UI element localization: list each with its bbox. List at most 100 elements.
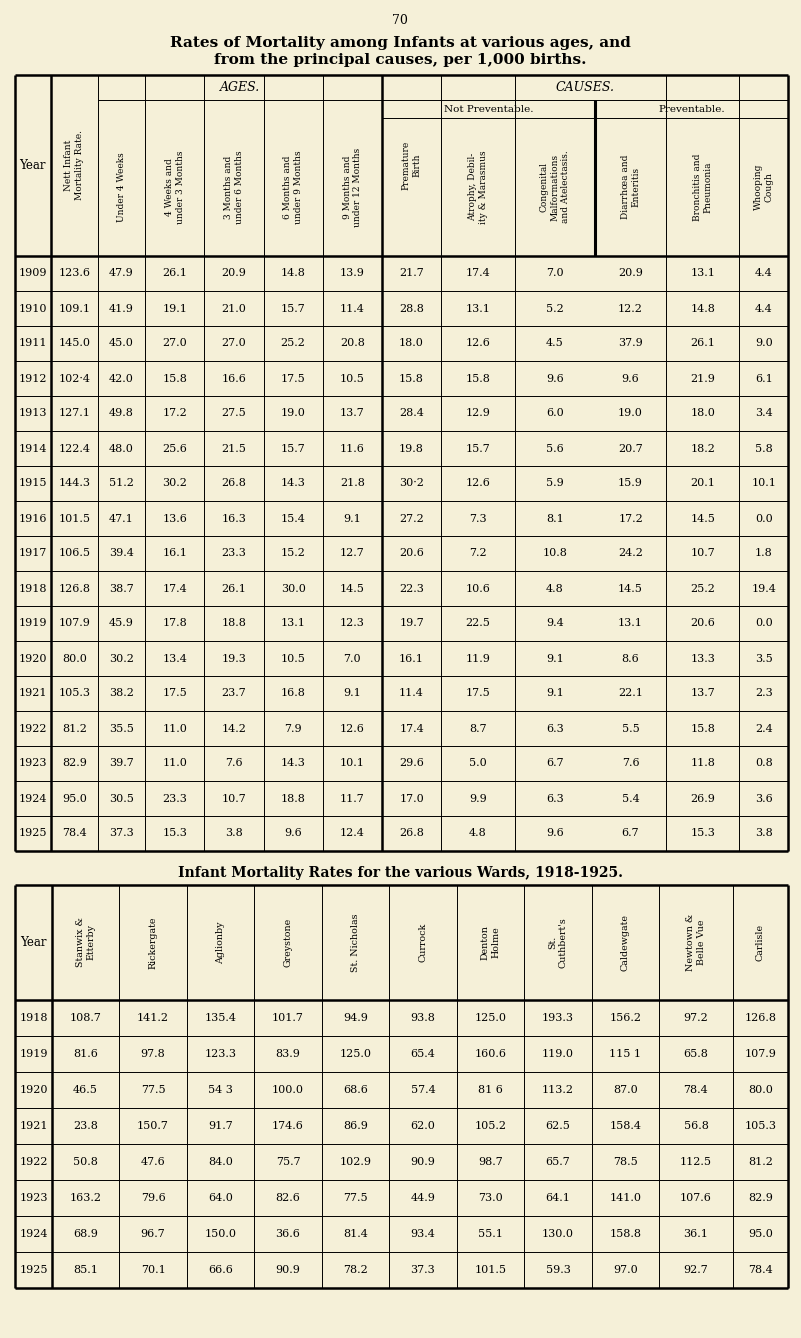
Text: 4.8: 4.8 (546, 583, 564, 594)
Text: 38.7: 38.7 (109, 583, 134, 594)
Text: 66.6: 66.6 (208, 1264, 233, 1275)
Text: 98.7: 98.7 (478, 1157, 503, 1167)
Text: 14.2: 14.2 (222, 724, 247, 733)
Text: 6.3: 6.3 (546, 793, 564, 804)
Text: 6.0: 6.0 (546, 408, 564, 419)
Text: 18.8: 18.8 (222, 618, 247, 629)
Text: 102.9: 102.9 (340, 1157, 372, 1167)
Text: 15.7: 15.7 (465, 443, 490, 454)
Text: 21.0: 21.0 (222, 304, 247, 313)
Text: 3.4: 3.4 (755, 408, 773, 419)
Text: 14.5: 14.5 (690, 514, 715, 523)
Text: 15.3: 15.3 (690, 828, 715, 839)
Text: 112.5: 112.5 (680, 1157, 712, 1167)
Text: Premature
Birth: Premature Birth (402, 140, 421, 190)
Text: 15.9: 15.9 (618, 479, 643, 488)
Text: 7.0: 7.0 (546, 269, 564, 278)
Text: 4.8: 4.8 (469, 828, 487, 839)
Text: 107.6: 107.6 (680, 1193, 712, 1203)
Text: 47.9: 47.9 (109, 269, 134, 278)
Text: 79.6: 79.6 (141, 1193, 166, 1203)
Text: 1917: 1917 (18, 549, 47, 558)
Text: 6.3: 6.3 (546, 724, 564, 733)
Text: 27.0: 27.0 (222, 339, 247, 348)
Text: 12.3: 12.3 (340, 618, 364, 629)
Text: 1918: 1918 (18, 583, 47, 594)
Text: 11.9: 11.9 (465, 653, 490, 664)
Text: 3.8: 3.8 (225, 828, 243, 839)
Text: 21.8: 21.8 (340, 479, 364, 488)
Text: 64.1: 64.1 (545, 1193, 570, 1203)
Text: 91.7: 91.7 (208, 1121, 233, 1131)
Text: 5.0: 5.0 (469, 759, 487, 768)
Text: 18.0: 18.0 (399, 339, 424, 348)
Text: 90.9: 90.9 (276, 1264, 300, 1275)
Text: 11.4: 11.4 (340, 304, 364, 313)
Text: 65.7: 65.7 (545, 1157, 570, 1167)
Text: 10.1: 10.1 (751, 479, 776, 488)
Text: 78.4: 78.4 (683, 1085, 708, 1094)
Text: 36.6: 36.6 (276, 1230, 300, 1239)
Text: 14.3: 14.3 (280, 759, 306, 768)
Text: 122.4: 122.4 (58, 443, 91, 454)
Text: 30·2: 30·2 (399, 479, 424, 488)
Text: 78.5: 78.5 (613, 1157, 638, 1167)
Text: 22.5: 22.5 (465, 618, 490, 629)
Text: 18.2: 18.2 (690, 443, 715, 454)
Text: 1909: 1909 (18, 269, 47, 278)
Text: 96.7: 96.7 (141, 1230, 166, 1239)
Text: Year: Year (19, 159, 46, 173)
Text: 87.0: 87.0 (613, 1085, 638, 1094)
Text: St. Nicholas: St. Nicholas (351, 914, 360, 971)
Text: 1918: 1918 (19, 1013, 47, 1024)
Text: 17.4: 17.4 (399, 724, 424, 733)
Text: 1924: 1924 (18, 793, 47, 804)
Text: 30.0: 30.0 (280, 583, 306, 594)
Text: Carlisle: Carlisle (756, 925, 765, 961)
Text: 37.3: 37.3 (411, 1264, 436, 1275)
Text: 15.3: 15.3 (163, 828, 187, 839)
Text: 37.3: 37.3 (109, 828, 134, 839)
Text: 24.2: 24.2 (618, 549, 643, 558)
Text: 105.2: 105.2 (474, 1121, 506, 1131)
Text: 4 Weeks and
under 3 Months: 4 Weeks and under 3 Months (165, 150, 184, 223)
Text: 36.1: 36.1 (683, 1230, 708, 1239)
Text: 125.0: 125.0 (474, 1013, 506, 1024)
Text: 16.8: 16.8 (280, 689, 306, 698)
Text: 1924: 1924 (19, 1230, 47, 1239)
Text: 174.6: 174.6 (272, 1121, 304, 1131)
Text: St.
Cuthbert's: St. Cuthbert's (548, 917, 568, 967)
Text: 13.4: 13.4 (163, 653, 187, 664)
Text: 15.7: 15.7 (281, 443, 305, 454)
Text: Not Preventable.: Not Preventable. (444, 104, 533, 114)
Text: 14.5: 14.5 (340, 583, 364, 594)
Text: CAUSES.: CAUSES. (555, 82, 614, 94)
Text: 45.9: 45.9 (109, 618, 134, 629)
Text: 4.4: 4.4 (755, 304, 773, 313)
Text: 141.2: 141.2 (137, 1013, 169, 1024)
Text: 11.6: 11.6 (340, 443, 364, 454)
Text: 1921: 1921 (18, 689, 47, 698)
Text: 70.1: 70.1 (141, 1264, 166, 1275)
Text: 17.2: 17.2 (618, 514, 643, 523)
Text: 1916: 1916 (18, 514, 47, 523)
Text: 12.2: 12.2 (618, 304, 643, 313)
Text: 3.6: 3.6 (755, 793, 773, 804)
Text: 82.9: 82.9 (62, 759, 87, 768)
Text: 119.0: 119.0 (542, 1049, 574, 1058)
Text: 12.4: 12.4 (340, 828, 364, 839)
Text: 29.6: 29.6 (399, 759, 424, 768)
Text: 19.1: 19.1 (163, 304, 187, 313)
Text: 70: 70 (392, 13, 408, 27)
Text: 163.2: 163.2 (70, 1193, 102, 1203)
Text: Greystone: Greystone (284, 918, 292, 967)
Text: Aglionby: Aglionby (216, 922, 225, 963)
Text: 84.0: 84.0 (208, 1157, 233, 1167)
Text: 1919: 1919 (19, 1049, 47, 1058)
Text: 150.7: 150.7 (137, 1121, 169, 1131)
Text: 7.0: 7.0 (344, 653, 361, 664)
Text: 1923: 1923 (19, 1193, 47, 1203)
Text: 38.2: 38.2 (109, 689, 134, 698)
Text: 13.7: 13.7 (690, 689, 715, 698)
Text: 37.9: 37.9 (618, 339, 643, 348)
